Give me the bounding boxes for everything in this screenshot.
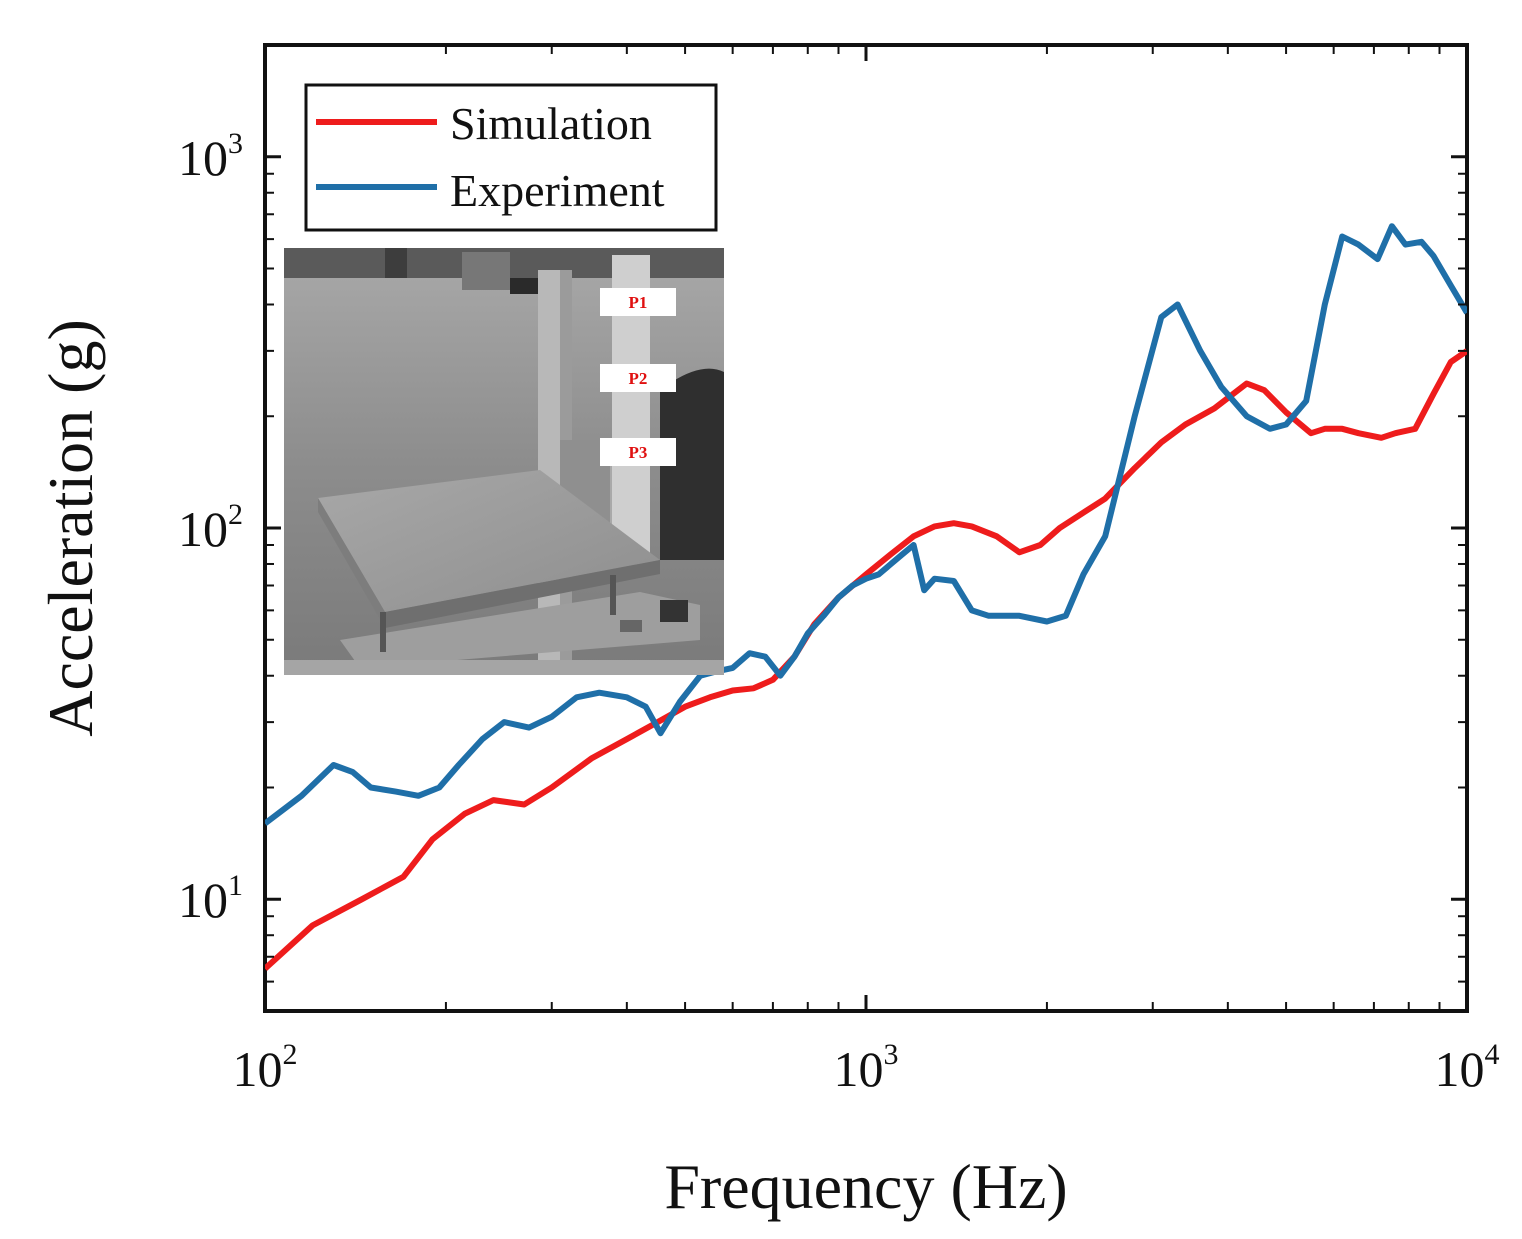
x-tick-label: 104 [1435, 1038, 1500, 1097]
y-tick-label: 101 [178, 869, 243, 928]
y-tick-label: 102 [178, 498, 243, 557]
x-axis-title: Frequency (Hz) [664, 1151, 1067, 1222]
x-tick-label: 103 [834, 1038, 899, 1097]
tick-layer: 102 103 104 101 102 103 [178, 44, 1500, 1097]
series-line-experiment [265, 223, 1467, 826]
inset-label-p1: P1 [629, 293, 648, 312]
inset-label-p2: P2 [629, 369, 648, 388]
series-layer [265, 223, 1467, 971]
series-line-simulation [265, 348, 1467, 971]
x-tick-label: 102 [233, 1038, 298, 1097]
legend-label-experiment: Experiment [450, 165, 665, 216]
inset-photo: P1 P2 P3 [284, 248, 724, 675]
legend: Simulation Experiment [304, 83, 718, 232]
y-axis-title: Acceleration (g) [35, 319, 106, 737]
y-tick-label: 103 [178, 127, 243, 186]
inset-label-p3: P3 [629, 443, 648, 462]
legend-label-simulation: Simulation [450, 98, 652, 149]
